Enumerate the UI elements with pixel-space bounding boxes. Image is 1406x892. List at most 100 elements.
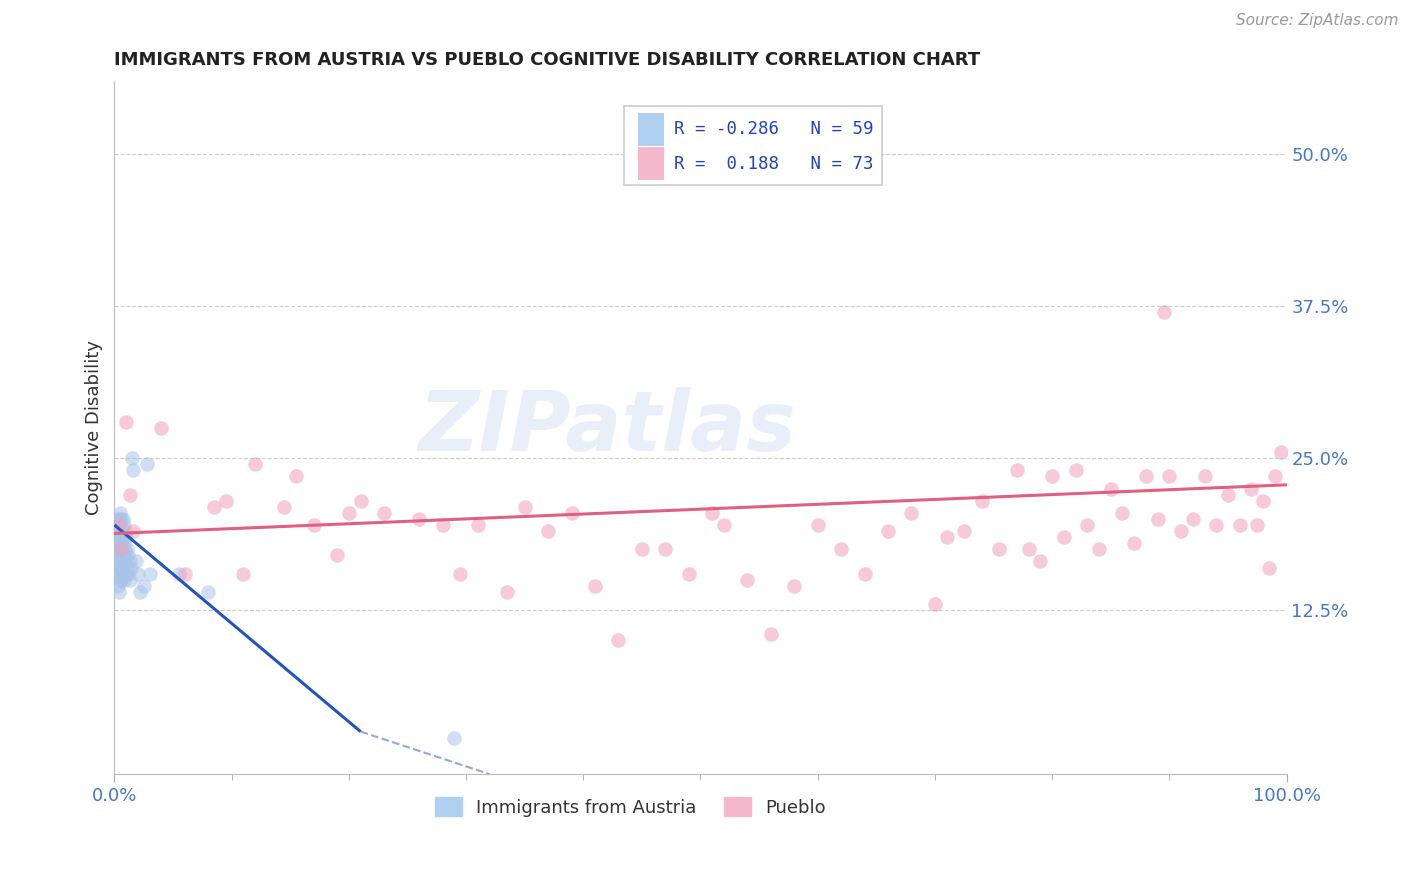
Point — [285, 469, 308, 483]
Point — [124, 554, 146, 568]
Point — [1123, 536, 1146, 550]
Point — [759, 627, 782, 641]
Point — [737, 573, 759, 587]
Point — [108, 542, 131, 557]
Point — [1159, 469, 1181, 483]
Point — [583, 579, 606, 593]
Point — [607, 633, 630, 648]
Point — [877, 524, 900, 538]
Point — [1099, 482, 1122, 496]
Point — [1264, 469, 1286, 483]
Point — [1111, 506, 1133, 520]
Point — [136, 457, 159, 471]
Point — [110, 554, 132, 568]
Point — [1216, 487, 1239, 501]
Point — [111, 549, 134, 563]
Point — [110, 549, 132, 563]
Point — [1205, 518, 1227, 533]
Point — [807, 518, 830, 533]
Point — [202, 500, 225, 514]
Point — [112, 518, 135, 533]
Point — [127, 566, 149, 581]
Point — [853, 566, 876, 581]
Point — [114, 542, 136, 557]
Point — [115, 549, 138, 563]
Point — [1146, 512, 1168, 526]
Point — [138, 566, 160, 581]
Point — [108, 530, 131, 544]
Point — [121, 451, 143, 466]
Point — [110, 542, 132, 557]
Point — [449, 566, 471, 581]
Point — [1170, 524, 1192, 538]
Point — [1005, 463, 1028, 477]
Point — [830, 542, 852, 557]
Point — [110, 573, 132, 587]
Point — [105, 512, 128, 526]
Point — [1181, 512, 1204, 526]
Point — [467, 518, 489, 533]
Point — [1270, 445, 1292, 459]
Point — [443, 731, 465, 745]
Point — [1029, 554, 1052, 568]
Point — [1246, 518, 1268, 533]
Point — [1258, 560, 1281, 574]
Point — [122, 463, 145, 477]
Point — [118, 487, 141, 501]
Point — [1240, 482, 1263, 496]
Point — [108, 560, 131, 574]
Point — [373, 506, 395, 520]
Point — [112, 554, 135, 568]
Point — [108, 518, 131, 533]
Text: R = -0.286   N = 59: R = -0.286 N = 59 — [673, 120, 873, 138]
Point — [924, 597, 946, 611]
Point — [1194, 469, 1216, 483]
Point — [1064, 463, 1087, 477]
Point — [349, 493, 371, 508]
Point — [110, 542, 132, 557]
Point — [631, 542, 654, 557]
Point — [115, 415, 138, 429]
Point — [678, 566, 700, 581]
Point — [111, 530, 134, 544]
Text: ZIPatlas: ZIPatlas — [418, 387, 796, 468]
Point — [110, 512, 132, 526]
Point — [513, 500, 536, 514]
Point — [114, 566, 136, 581]
Point — [215, 493, 238, 508]
Point — [117, 549, 139, 563]
Point — [108, 512, 131, 526]
Bar — [638, 147, 664, 180]
Point — [243, 457, 266, 471]
Y-axis label: Cognitive Disability: Cognitive Disability — [86, 340, 103, 516]
Bar — [638, 112, 664, 145]
Point — [110, 530, 132, 544]
Point — [110, 518, 132, 533]
Point — [432, 518, 454, 533]
Point — [117, 566, 139, 581]
Point — [104, 518, 127, 533]
Point — [112, 573, 135, 587]
Point — [702, 506, 724, 520]
Point — [970, 493, 993, 508]
Point — [110, 573, 132, 587]
Point — [122, 524, 145, 538]
Point — [561, 506, 583, 520]
Point — [118, 554, 141, 568]
Point — [117, 542, 139, 557]
Point — [107, 524, 129, 538]
Point — [111, 512, 134, 526]
Point — [713, 518, 735, 533]
Point — [337, 506, 360, 520]
Point — [232, 566, 254, 581]
Point — [120, 560, 142, 574]
Point — [110, 506, 132, 520]
Point — [1018, 542, 1040, 557]
Point — [988, 542, 1011, 557]
Point — [105, 542, 128, 557]
Point — [107, 549, 129, 563]
Point — [107, 579, 129, 593]
Point — [1229, 518, 1251, 533]
Point — [935, 530, 957, 544]
Point — [105, 554, 128, 568]
